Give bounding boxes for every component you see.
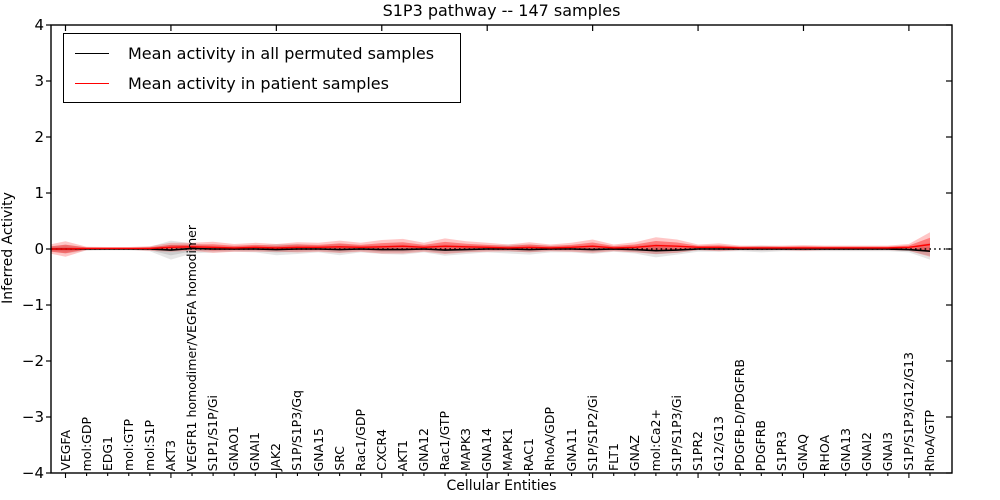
x-tick-label: GNAO1	[226, 425, 242, 471]
x-tick-label: FLT1	[605, 442, 621, 471]
x-tick-label: RHOA	[816, 434, 832, 471]
x-tick-label: SRC	[331, 446, 347, 471]
x-tick-label: AKT1	[394, 439, 410, 471]
x-axis-label: Cellular Entities	[446, 478, 557, 494]
x-tick-label: RhoA/GTP	[922, 409, 937, 471]
x-tick-label: EDG1	[99, 435, 115, 471]
legend-line-permuted	[75, 52, 109, 54]
legend-item-permuted: Mean activity in all permuted samples	[75, 38, 434, 68]
chart-title: S1P3 pathway -- 147 samples	[382, 1, 621, 20]
x-tick-label: mol:S1P	[141, 420, 157, 471]
x-tick-label: GNA14	[479, 427, 495, 472]
x-tick-label: GNA11	[563, 427, 579, 472]
x-tick-label: mol:Ca2+	[647, 408, 663, 471]
x-tick-label: G12/G13	[711, 415, 727, 471]
x-tick-label: S1P1/S1P/Gi	[205, 394, 221, 471]
y-tick-label: 4	[34, 16, 44, 34]
y-tick-label: 2	[34, 128, 44, 146]
x-tick-label: S1P/S1P3/Gi	[668, 394, 684, 471]
x-tick-label: S1P/S1P2/Gi	[584, 394, 600, 471]
x-tick-label: PDGFRB	[753, 419, 769, 471]
y-tick-label: 0	[34, 240, 44, 258]
y-tick-label: −1	[21, 296, 44, 314]
permuted-mean-line	[51, 247, 931, 252]
x-tick-label: VEGFA	[57, 430, 73, 471]
x-tick-label: GNA13	[837, 427, 853, 472]
x-tick-label: GNAI2	[858, 431, 874, 471]
legend-label-permuted: Mean activity in all permuted samples	[128, 43, 435, 63]
x-tick-label: GNAI1	[247, 431, 263, 471]
x-tick-label: S1PR3	[774, 430, 790, 471]
y-tick-label: −2	[21, 352, 44, 370]
y-tick-label: −3	[21, 408, 44, 426]
legend: Mean activity in all permuted samples Me…	[63, 33, 462, 103]
x-tick-label: S1P/S1P3/Gq	[289, 390, 305, 471]
x-tick-label: GNA15	[310, 427, 326, 472]
permuted-band-outer	[51, 240, 930, 260]
x-tick-label: S1P/S1P3/G12/G13	[900, 352, 916, 471]
x-tick-label: RAC1	[521, 437, 537, 471]
legend-line-patient	[75, 82, 109, 84]
patient-mean-line	[51, 243, 931, 250]
x-tick-label: GNA12	[415, 427, 431, 472]
x-tick-label: VEGFR1 homodimer/VEGFA homodimer	[184, 224, 199, 471]
patient-band-outer	[51, 232, 930, 257]
x-tick-label: Rac1/GDP	[352, 409, 368, 471]
x-tick-label: S1PR2	[690, 430, 706, 471]
x-tick-label: RhoA/GDP	[542, 407, 558, 471]
y-tick-label: −4	[21, 464, 44, 482]
x-tick-label: mol:GDP	[78, 416, 94, 471]
x-tick-label: JAK2	[268, 442, 284, 471]
x-tick-label: MAPK1	[500, 427, 516, 471]
y-tick-label: 3	[34, 72, 44, 90]
x-tick-label: AKT3	[162, 439, 178, 471]
x-tick-label: mol:GTP	[120, 419, 136, 471]
x-tick-label: Rac1/GTP	[437, 411, 453, 471]
y-tick-label: 1	[34, 184, 44, 202]
legend-item-patient: Mean activity in patient samples	[75, 68, 434, 98]
x-tick-label: GNAI3	[879, 431, 895, 471]
x-tick-label: GNAZ	[626, 434, 642, 471]
x-tick-label: PDGFB-D/PDGFRB	[732, 358, 748, 471]
legend-label-patient: Mean activity in patient samples	[128, 73, 389, 93]
x-tick-label: GNAQ	[795, 433, 811, 471]
x-tick-label: MAPK3	[458, 427, 474, 471]
x-tick-label: CXCR4	[373, 429, 389, 471]
